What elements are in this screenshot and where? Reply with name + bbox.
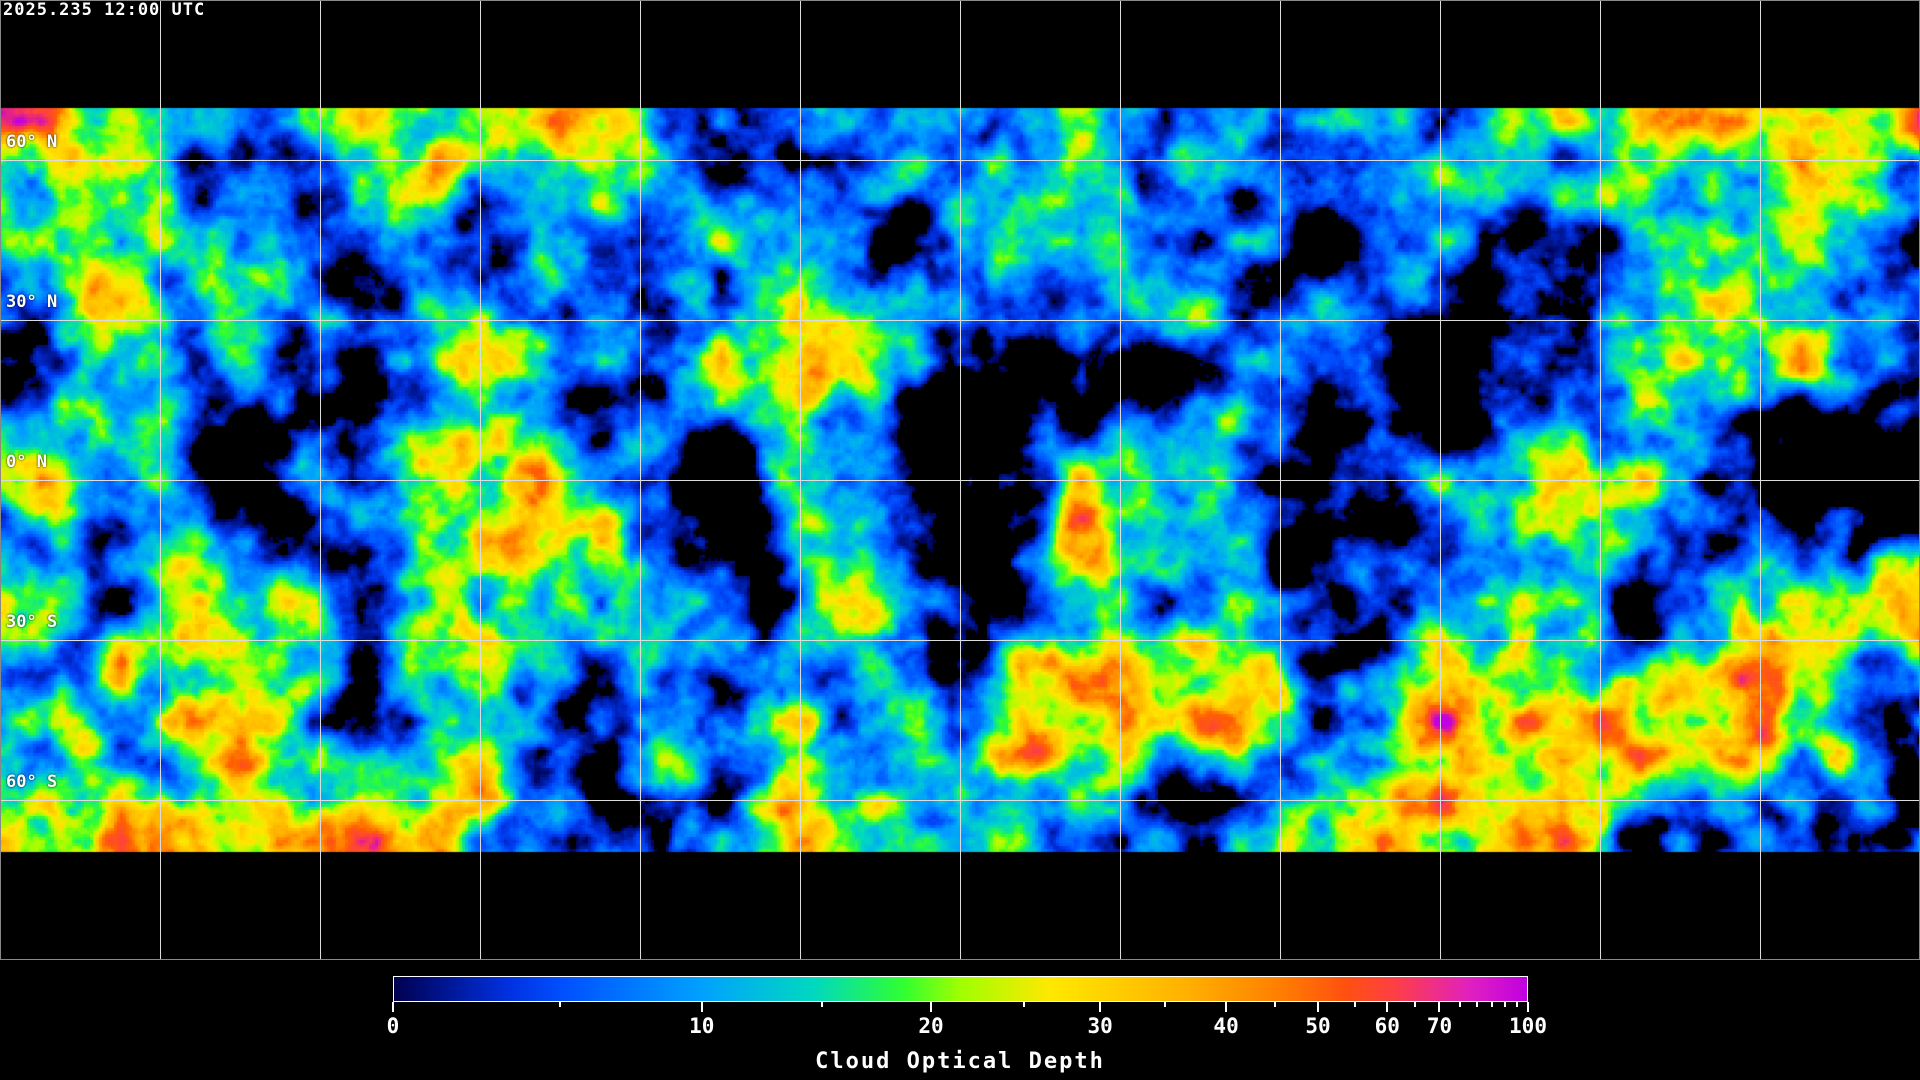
colorbar-major-tick bbox=[1386, 1002, 1389, 1012]
colorbar-minor-tick bbox=[1504, 1002, 1507, 1007]
colorbar-tick-label: 40 bbox=[1213, 1014, 1239, 1038]
colorbar-minor-tick bbox=[558, 1002, 561, 1007]
colorbar-minor-tick bbox=[1354, 1002, 1357, 1007]
world-map: 60° N 30° N 0° N 30° S 60° S 2025.235 12… bbox=[0, 0, 1920, 960]
colorbar-minor-tick bbox=[1458, 1002, 1461, 1007]
colorbar bbox=[393, 976, 1528, 1002]
colorbar-major-tick bbox=[1099, 1002, 1102, 1012]
colorbar-major-tick bbox=[392, 1002, 394, 1012]
lat-label-30n: 30° N bbox=[6, 292, 58, 312]
colorbar-major-tick bbox=[1317, 1002, 1320, 1012]
colorbar-minor-tick bbox=[1515, 1002, 1518, 1007]
colorbar-minor-tick bbox=[1490, 1002, 1493, 1007]
colorbar-title: Cloud Optical Depth bbox=[815, 1049, 1105, 1074]
colorbar-tick-label: 30 bbox=[1087, 1014, 1113, 1038]
colorbar-minor-tick bbox=[1413, 1002, 1416, 1007]
lat-label-30s: 30° S bbox=[6, 612, 58, 632]
colorbar-major-tick bbox=[929, 1002, 932, 1012]
latitude-gridline bbox=[0, 160, 1920, 161]
latitude-gridline bbox=[0, 800, 1920, 801]
colorbar-minor-tick bbox=[1023, 1002, 1026, 1007]
colorbar-major-tick bbox=[700, 1002, 703, 1012]
colorbar-major-tick bbox=[1438, 1002, 1441, 1012]
colorbar-tick-label: 60 bbox=[1374, 1014, 1400, 1038]
timestamp: 2025.235 12:00 UTC bbox=[3, 0, 206, 20]
colorbar-tick-label: 100 bbox=[1509, 1014, 1547, 1038]
colorbar-minor-tick bbox=[1163, 1002, 1166, 1007]
colorbar-minor-tick bbox=[821, 1002, 824, 1007]
latitude-gridline bbox=[0, 320, 1920, 321]
lat-label-60n: 60° N bbox=[6, 132, 58, 152]
lat-label-0n: 0° N bbox=[6, 452, 47, 472]
colorbar-tick-label: 20 bbox=[918, 1014, 944, 1038]
colorbar-tick-label: 10 bbox=[689, 1014, 715, 1038]
colorbar-minor-tick bbox=[1273, 1002, 1276, 1007]
colorbar-tick-label: 70 bbox=[1426, 1014, 1453, 1038]
latitude-gridline bbox=[0, 480, 1920, 481]
colorbar-tick-label: 0 bbox=[386, 1014, 400, 1038]
colorbar-major-tick bbox=[1225, 1002, 1228, 1012]
colorbar-tick-label: 50 bbox=[1305, 1014, 1331, 1038]
colorbar-minor-tick bbox=[1475, 1002, 1478, 1007]
colorbar-major-tick bbox=[1527, 1002, 1529, 1012]
lat-label-60s: 60° S bbox=[6, 772, 58, 792]
latitude-gridline bbox=[0, 640, 1920, 641]
